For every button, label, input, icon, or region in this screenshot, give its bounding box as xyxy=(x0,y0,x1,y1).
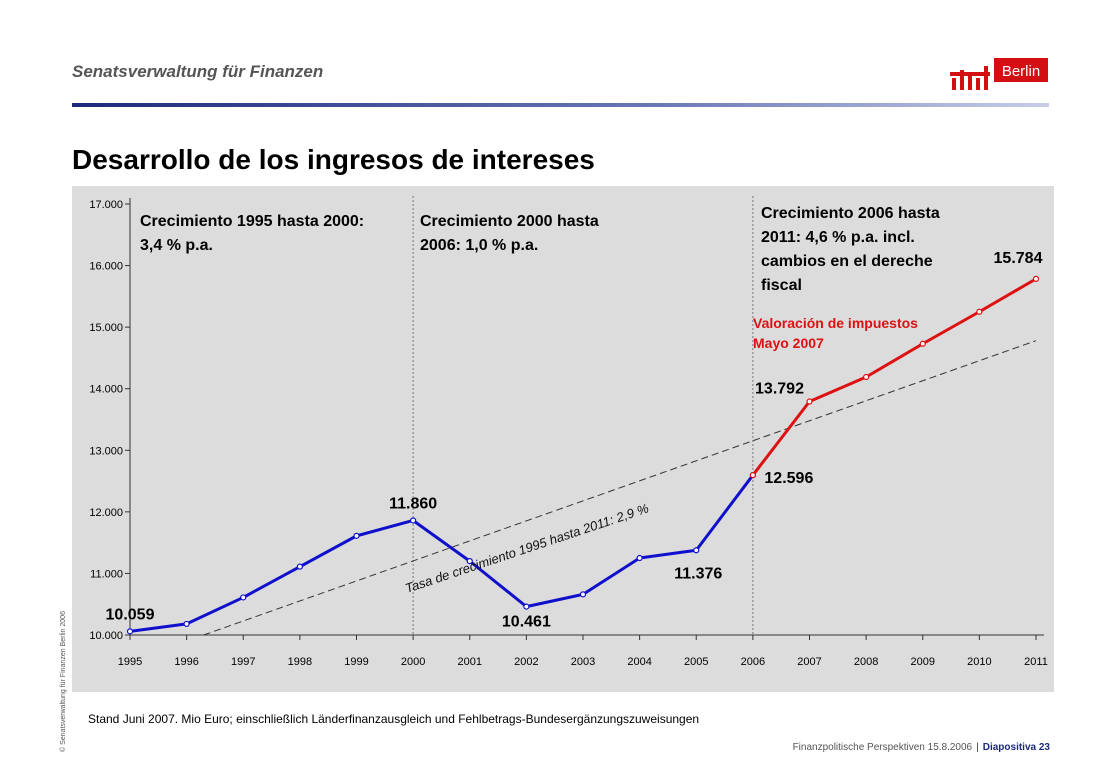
data-label: 11.860 xyxy=(389,495,437,512)
x-tick-label: 1999 xyxy=(344,656,368,668)
x-tick-label: 2004 xyxy=(627,656,651,668)
y-tick-label: 10.000 xyxy=(89,630,123,642)
annotation-period1: 3,4 % p.a. xyxy=(140,237,213,254)
forecast-data-point xyxy=(919,340,926,347)
y-tick-label: 14.000 xyxy=(89,384,123,396)
x-tick-label: 2009 xyxy=(911,656,935,668)
header-title: Senatsverwaltung für Finanzen xyxy=(72,62,324,81)
actual-data-point xyxy=(296,563,303,570)
annotation-period3: cambios en el dereche xyxy=(761,253,933,270)
data-label: 13.792 xyxy=(755,381,804,398)
trend-line xyxy=(203,340,1037,636)
y-tick-label: 13.000 xyxy=(89,445,123,457)
actual-series-line xyxy=(129,474,755,633)
x-tick-label: 2003 xyxy=(571,656,595,668)
actual-data-point xyxy=(410,517,417,524)
x-tick-label: 1997 xyxy=(231,656,255,668)
data-label: 15.784 xyxy=(994,250,1043,267)
trend-label: Tasa de crecimiento 1995 hasta 2011: 2,9… xyxy=(403,500,650,595)
y-tick-label: 16.000 xyxy=(89,261,123,273)
x-tick-label: 2011 xyxy=(1024,656,1048,668)
forecast-data-point xyxy=(976,308,983,315)
y-tick-label: 15.000 xyxy=(89,322,123,334)
annotation-valuation: Valoración de impuestos xyxy=(753,315,918,331)
page-footer: Finanzpolitische Perspektiven 15.8.2006 |… xyxy=(793,742,1050,753)
page-title: Desarrollo de los ingresos de intereses xyxy=(72,144,595,175)
x-tick-label: 2007 xyxy=(797,656,821,668)
actual-data-point xyxy=(126,628,134,635)
footer-separator: | xyxy=(976,742,979,753)
data-label: 10.059 xyxy=(106,606,155,623)
x-tick-label: 2005 xyxy=(684,656,708,668)
actual-data-point xyxy=(240,594,247,601)
chart-footnote: Stand Juni 2007. Mio Euro; einschließlic… xyxy=(88,712,700,726)
annotation-valuation: Mayo 2007 xyxy=(753,335,824,351)
logo-text: Berlin xyxy=(1002,63,1040,80)
x-tick-label: 2006 xyxy=(741,656,765,668)
forecast-data-point xyxy=(863,373,870,381)
slide-number: Diapositiva 23 xyxy=(982,742,1050,753)
annotation-period3: 2011: 4,6 % p.a. incl. xyxy=(761,229,915,246)
header-rule xyxy=(72,103,1049,107)
actual-data-point xyxy=(353,532,360,539)
forecast-data-point xyxy=(749,472,756,479)
x-tick-label: 2002 xyxy=(514,656,538,668)
chart-panel: 10.000 11.000 12.000 13.000 14.000 15.000 16.0… xyxy=(72,186,1054,692)
y-tick-label: 17.000 xyxy=(89,199,123,211)
line-chart: 10.000 11.000 12.000 13.000 14.000 15.000 16.0… xyxy=(89,196,1048,668)
presentation-title: Finanzpolitische Perspektiven 15.8.2006 xyxy=(792,742,973,753)
actual-data-point xyxy=(693,547,700,554)
forecast-series-line xyxy=(751,277,1037,477)
data-label: 12.596 xyxy=(764,470,813,487)
x-tick-label: 2001 xyxy=(458,656,482,668)
berlin-logo: Berlin xyxy=(950,58,1048,90)
y-tick-label: 12.000 xyxy=(89,507,123,519)
x-tick-label: 2008 xyxy=(854,656,878,668)
side-copyright: © Senatsverwaltung für Finanzen Berlin 2… xyxy=(60,611,67,752)
x-tick-label: 2010 xyxy=(967,656,991,668)
x-tick-label: 1995 xyxy=(118,656,142,668)
actual-data-point xyxy=(636,554,643,562)
annotation-period2: 2006: 1,0 % p.a. xyxy=(420,237,538,254)
forecast-data-point xyxy=(806,398,813,405)
annotation-period3: fiscal xyxy=(761,277,802,294)
forecast-data-point xyxy=(1032,275,1040,282)
annotation-period3: Crecimiento 2006 hasta xyxy=(761,205,940,222)
actual-data-point xyxy=(579,591,587,598)
x-tick-label: 1996 xyxy=(174,656,198,668)
actual-data-point xyxy=(523,603,530,610)
logo-box xyxy=(994,58,1048,82)
x-tick-label: 1998 xyxy=(288,656,312,668)
actual-data-point xyxy=(183,620,190,628)
data-label: 11.376 xyxy=(674,565,722,582)
y-tick-label: 11.000 xyxy=(90,568,123,580)
annotation-period1: Crecimiento 1995 hasta 2000: xyxy=(140,213,364,230)
x-tick-label: 2000 xyxy=(401,656,425,668)
actual-data-point xyxy=(466,558,473,565)
annotation-period2: Crecimiento 2000 hasta xyxy=(420,213,599,230)
data-label: 10.461 xyxy=(502,614,551,631)
